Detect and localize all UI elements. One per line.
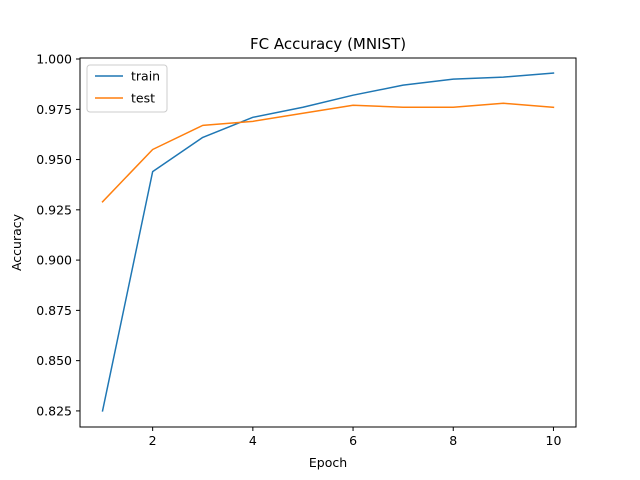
series-line-test [101, 102, 555, 203]
y-axis-label: Accuracy [9, 213, 24, 271]
plot-background [80, 58, 576, 427]
y-tick-label: 0.825 [36, 403, 72, 418]
legend: train test [86, 64, 168, 113]
series-lines [101, 72, 555, 412]
x-tick-label: 2 [149, 433, 157, 448]
y-tick-label: 0.875 [36, 303, 72, 318]
series-line-train [101, 72, 555, 412]
y-tick-label: 1.000 [36, 52, 72, 67]
legend-label-train: train [131, 69, 160, 84]
x-tick-label: 8 [449, 433, 457, 448]
y-axis: 0.825 0.850 0.875 0.900 0.925 0.950 0.975 1.000 [36, 52, 80, 418]
y-tick-label: 0.950 [36, 152, 72, 167]
y-tick-label: 0.850 [36, 353, 72, 368]
x-tick-label: 10 [546, 433, 562, 448]
x-tick-label: 6 [349, 433, 357, 448]
y-tick-label: 0.975 [36, 102, 72, 117]
legend-label-test: test [131, 91, 155, 106]
x-axis: 2 4 6 8 10 [149, 427, 562, 448]
x-tick-label: 4 [249, 433, 257, 448]
chart-title: FC Accuracy (MNIST) [250, 35, 406, 53]
y-tick-label: 0.900 [36, 253, 72, 268]
y-tick-label: 0.925 [36, 202, 72, 217]
x-axis-label: Epoch [309, 455, 347, 470]
plot-area [79, 57, 577, 428]
axes-frame [79, 57, 577, 428]
